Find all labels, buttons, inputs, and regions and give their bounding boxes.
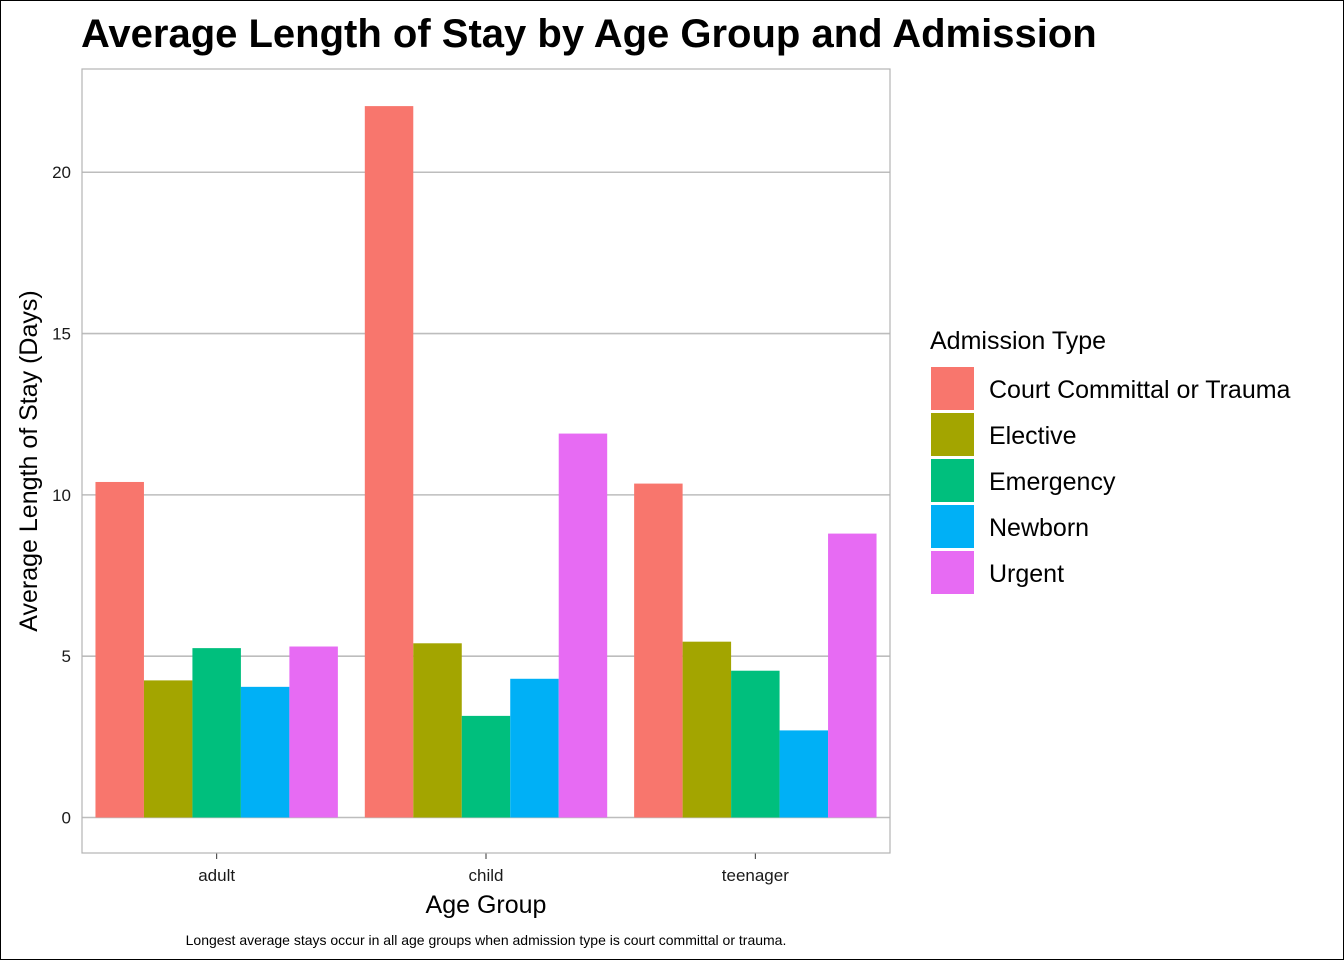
bar [95, 481, 144, 818]
chart-caption: Longest average stays occur in all age g… [186, 932, 787, 948]
bar [634, 483, 683, 818]
bar [289, 646, 338, 818]
x-tick-label: child [469, 866, 504, 885]
legend-label: Urgent [989, 560, 1064, 588]
y-tick-label: 5 [62, 647, 71, 666]
legend-label: Newborn [989, 514, 1089, 542]
legend-key [931, 551, 974, 594]
y-axis-title: Average Length of Stay (Days) [15, 290, 43, 631]
chart-title: Average Length of Stay by Age Group and … [81, 12, 1097, 56]
plot-border [81, 68, 891, 854]
bar [828, 533, 877, 818]
bar [558, 433, 608, 818]
legend-label: Emergency [989, 468, 1116, 496]
y-tick-label: 15 [52, 325, 71, 344]
bar [510, 678, 559, 818]
y-tick-label: 0 [62, 809, 71, 828]
bar [364, 106, 414, 818]
bar [240, 686, 290, 818]
bar [413, 643, 462, 818]
y-tick-label: 20 [52, 163, 71, 182]
legend: Admission Type Court Committal or Trauma… [930, 327, 1291, 594]
bar [779, 730, 829, 818]
bar [461, 715, 511, 818]
y-tick-label: 10 [52, 486, 71, 505]
legend-key [931, 367, 974, 410]
plot-area: 0 5 10 15 20 adult child teenager [52, 68, 891, 885]
x-axis-title: Age Group [426, 891, 547, 919]
bar [192, 648, 241, 818]
bar [682, 641, 732, 818]
legend-label: Court Committal or Trauma [989, 376, 1291, 404]
legend-title: Admission Type [930, 327, 1106, 355]
legend-key [931, 459, 974, 502]
bar [731, 670, 780, 818]
bar [143, 680, 193, 818]
legend-key [931, 413, 974, 456]
legend-label: Elective [989, 422, 1077, 450]
x-tick-label: teenager [722, 866, 789, 885]
x-tick-label: adult [198, 866, 235, 885]
legend-key [931, 505, 974, 548]
